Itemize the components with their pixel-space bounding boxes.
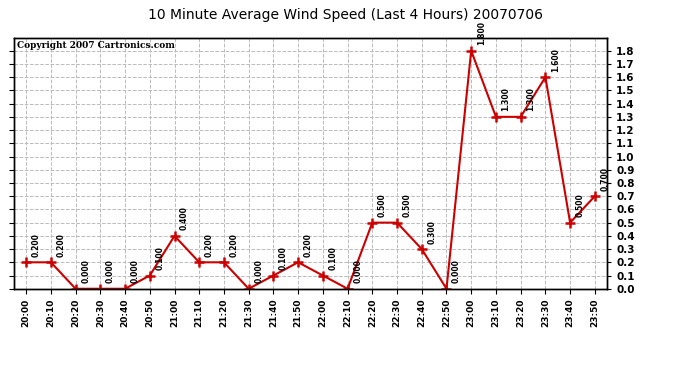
Text: 10 Minute Average Wind Speed (Last 4 Hours) 20070706: 10 Minute Average Wind Speed (Last 4 Hou… <box>148 8 542 21</box>
Text: Copyright 2007 Cartronics.com: Copyright 2007 Cartronics.com <box>17 41 175 50</box>
Text: 0.000: 0.000 <box>81 260 90 283</box>
Text: 0.200: 0.200 <box>205 233 214 257</box>
Text: 0.000: 0.000 <box>254 260 264 283</box>
Text: 0.500: 0.500 <box>378 194 387 217</box>
Text: 0.100: 0.100 <box>155 246 164 270</box>
Text: 0.200: 0.200 <box>304 233 313 257</box>
Text: 0.200: 0.200 <box>32 233 41 257</box>
Text: 0.100: 0.100 <box>328 246 337 270</box>
Text: 0.700: 0.700 <box>600 166 609 190</box>
Text: 0.000: 0.000 <box>106 260 115 283</box>
Text: 1.600: 1.600 <box>551 48 560 72</box>
Text: 0.000: 0.000 <box>353 260 362 283</box>
Text: 0.000: 0.000 <box>130 260 139 283</box>
Text: 1.300: 1.300 <box>502 87 511 111</box>
Text: 0.100: 0.100 <box>279 246 288 270</box>
Text: 0.200: 0.200 <box>230 233 239 257</box>
Text: 1.800: 1.800 <box>477 21 486 45</box>
Text: 0.200: 0.200 <box>57 233 66 257</box>
Text: 0.400: 0.400 <box>180 206 189 230</box>
Text: 1.300: 1.300 <box>526 87 535 111</box>
Text: 0.000: 0.000 <box>452 260 461 283</box>
Text: 0.500: 0.500 <box>575 194 584 217</box>
Text: 0.300: 0.300 <box>427 220 436 243</box>
Text: 0.500: 0.500 <box>402 194 412 217</box>
